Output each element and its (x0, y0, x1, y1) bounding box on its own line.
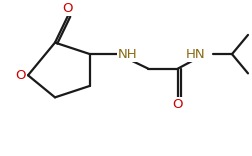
Text: O: O (15, 69, 26, 82)
Text: O: O (62, 2, 73, 15)
Text: NH: NH (117, 48, 137, 61)
Text: HN: HN (185, 48, 204, 61)
Text: O: O (172, 98, 182, 111)
